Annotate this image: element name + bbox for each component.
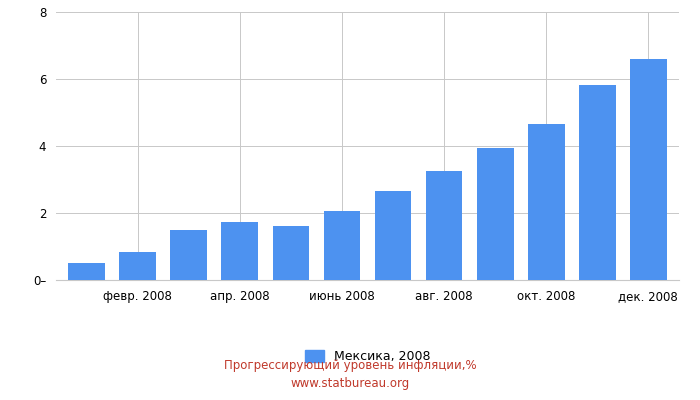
Bar: [426, 171, 463, 280]
Bar: [170, 230, 207, 280]
Text: Прогрессирующий уровень инфляции,%: Прогрессирующий уровень инфляции,%: [224, 360, 476, 372]
Text: www.statbureau.org: www.statbureau.org: [290, 378, 410, 390]
Bar: [221, 222, 258, 280]
Bar: [374, 190, 412, 280]
Bar: [272, 226, 309, 280]
Legend: Мексика, 2008: Мексика, 2008: [300, 345, 435, 368]
Bar: [528, 124, 565, 280]
Bar: [119, 252, 156, 280]
Bar: [323, 211, 360, 280]
Bar: [579, 85, 616, 280]
Bar: [630, 59, 666, 280]
Bar: [477, 148, 514, 280]
Bar: [69, 263, 105, 280]
